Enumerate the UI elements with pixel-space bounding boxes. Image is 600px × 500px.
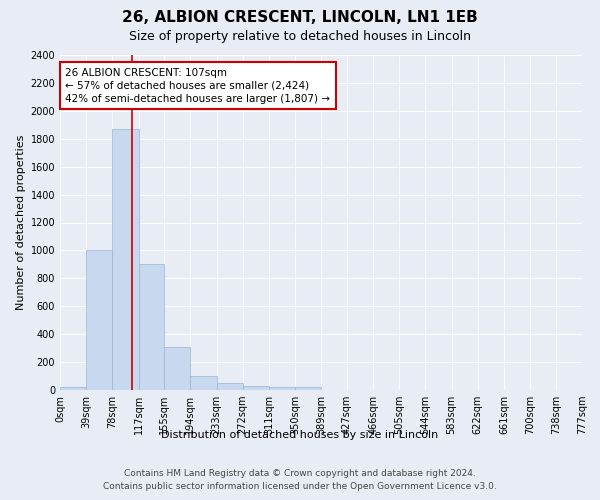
Text: Distribution of detached houses by size in Lincoln: Distribution of detached houses by size … [161, 430, 439, 440]
Bar [112, 129, 139, 390]
Text: 26, ALBION CRESCENT, LINCOLN, LN1 1EB: 26, ALBION CRESCENT, LINCOLN, LN1 1EB [122, 10, 478, 25]
Bar [217, 383, 243, 390]
Text: Size of property relative to detached houses in Lincoln: Size of property relative to detached ho… [129, 30, 471, 43]
Bar [60, 387, 86, 390]
Text: 26 ALBION CRESCENT: 107sqm
← 57% of detached houses are smaller (2,424)
42% of s: 26 ALBION CRESCENT: 107sqm ← 57% of deta… [65, 68, 331, 104]
Bar [243, 386, 269, 390]
Bar [190, 376, 217, 390]
Bar [139, 264, 164, 390]
Text: Contains public sector information licensed under the Open Government Licence v3: Contains public sector information licen… [103, 482, 497, 491]
Bar [269, 387, 295, 390]
Bar [295, 387, 322, 390]
Bar [86, 250, 112, 390]
Bar [164, 348, 190, 390]
Text: Contains HM Land Registry data © Crown copyright and database right 2024.: Contains HM Land Registry data © Crown c… [124, 468, 476, 477]
Y-axis label: Number of detached properties: Number of detached properties [16, 135, 26, 310]
